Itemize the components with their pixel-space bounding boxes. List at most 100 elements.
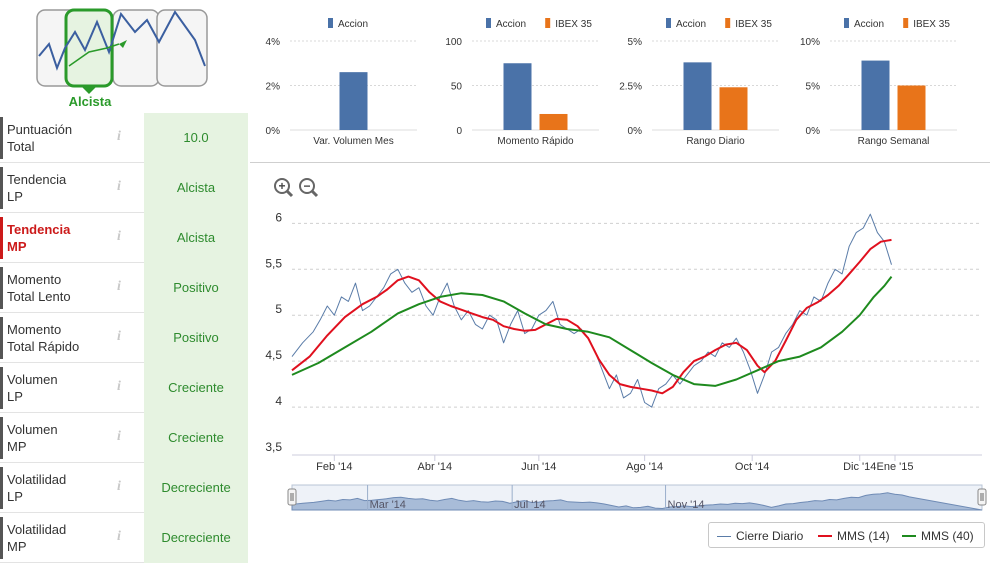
- mini-chart: Accion IBEX 35 5% 2.5% 0% Rango Diario: [619, 18, 779, 147]
- x-tick-label: Feb '14: [316, 461, 352, 473]
- mini-chart: Accion IBEX 35 10% 5% 0% Rango Semanal: [800, 18, 957, 147]
- y-tick-label: 100: [445, 37, 462, 48]
- legend-swatch-mms40: [902, 535, 916, 537]
- indicator-label-line2: Total Lento: [7, 289, 71, 304]
- indicator-label-line2: Total Rápido: [7, 339, 80, 354]
- indicator-value: 10.0: [144, 113, 248, 163]
- indicator-label: Tendencia MP: [7, 221, 107, 255]
- info-icon[interactable]: i: [117, 179, 121, 194]
- mini-chart: Accion IBEX 35 100 50 0 Momento Rápido: [445, 18, 599, 147]
- indicator-row[interactable]: Momento Total Lento i Positivo: [0, 263, 248, 313]
- y-tick-label: 5%: [806, 82, 821, 93]
- navigator-label: Nov '14: [668, 499, 705, 511]
- row-marker: [0, 517, 3, 559]
- legend-swatch: [486, 18, 491, 28]
- indicator-row[interactable]: Puntuación Total i 10.0: [0, 113, 248, 163]
- y-tick-label: 4: [275, 394, 282, 408]
- y-tick-label: 6: [275, 210, 282, 224]
- legend-item-cierre[interactable]: Cierre Diario: [717, 529, 803, 543]
- x-category-label: Rango Semanal: [858, 136, 930, 147]
- info-icon[interactable]: i: [117, 429, 121, 444]
- x-category-label: Rango Diario: [686, 136, 745, 147]
- legend-label: Accion: [496, 19, 526, 30]
- row-marker: [0, 417, 3, 459]
- navigator-handle-left[interactable]: [287, 488, 297, 506]
- indicator-value: Alcista: [144, 213, 248, 263]
- legend-item-mms40[interactable]: MMS (40): [902, 529, 974, 543]
- svg-text:−: −: [303, 179, 310, 193]
- y-tick-label: 4%: [266, 37, 281, 48]
- legend-label: Cierre Diario: [736, 529, 804, 543]
- indicator-label-line2: LP: [7, 489, 23, 504]
- indicator-value: Decreciente: [144, 463, 248, 513]
- y-tick-label: 0%: [628, 126, 643, 137]
- zoom-out-icon[interactable]: −: [299, 178, 319, 198]
- row-marker: [0, 117, 3, 159]
- y-tick-label: 10%: [800, 37, 820, 48]
- x-tick-label: Dic '14: [843, 461, 876, 473]
- mini-chart: Accion 4% 2% 0% Var. Volumen Mes: [266, 18, 417, 147]
- indicator-label: Volatilidad MP: [7, 521, 107, 555]
- y-tick-label: 5: [275, 302, 282, 316]
- info-icon[interactable]: i: [117, 329, 121, 344]
- indicator-row[interactable]: Momento Total Rápido i Positivo: [0, 313, 248, 363]
- y-tick-label: 0: [456, 126, 462, 137]
- bar: [683, 62, 712, 130]
- indicator-row[interactable]: Volatilidad MP i Decreciente: [0, 513, 248, 563]
- zoom-in-icon[interactable]: +: [274, 178, 294, 198]
- indicator-label-line2: MP: [7, 439, 27, 454]
- y-tick-label: 3,5: [265, 440, 282, 454]
- indicator-value: Creciente: [144, 413, 248, 463]
- x-tick-label: Ago '14: [626, 461, 663, 473]
- navigator[interactable]: Mar '14 Jul '14 Nov '14: [287, 484, 987, 511]
- legend-swatch-cierre: [717, 535, 731, 537]
- indicator-row[interactable]: Tendencia LP i Alcista: [0, 163, 248, 213]
- legend-label: IBEX 35: [913, 19, 950, 30]
- info-icon[interactable]: i: [117, 129, 121, 144]
- indicator-label-line1: Puntuación: [7, 122, 73, 137]
- indicator-label-line2: LP: [7, 189, 23, 204]
- indicator-label-line2: Total: [7, 139, 35, 154]
- info-icon[interactable]: i: [117, 379, 121, 394]
- info-icon[interactable]: i: [117, 529, 121, 544]
- indicator-value: Decreciente: [144, 513, 248, 563]
- mini-bar-charts: Accion 4% 2% 0% Var. Volumen Mes Accion IBEX 3…: [266, 18, 957, 147]
- legend-label: IBEX 35: [735, 19, 772, 30]
- info-icon[interactable]: i: [117, 479, 121, 494]
- indicator-row[interactable]: Volumen LP i Creciente: [0, 363, 248, 413]
- x-category-label: Var. Volumen Mes: [313, 136, 393, 147]
- bar: [503, 63, 532, 130]
- indicator-label: Volatilidad LP: [7, 471, 107, 505]
- indicator-label-line2: MP: [7, 239, 27, 254]
- legend-item-mms14[interactable]: MMS (14): [818, 529, 890, 543]
- bar: [897, 85, 926, 130]
- trend-chart-icon: [36, 8, 208, 94]
- indicator-label-line1: Volatilidad: [7, 522, 67, 537]
- indicator-value: Creciente: [144, 363, 248, 413]
- x-tick-label: Abr '14: [418, 461, 453, 473]
- indicator-label-line1: Volumen: [7, 372, 58, 387]
- y-tick-label: 4,5: [265, 348, 282, 362]
- bar: [861, 60, 890, 130]
- indicator-value: Positivo: [144, 313, 248, 363]
- info-icon[interactable]: i: [117, 229, 121, 244]
- indicator-row[interactable]: Volatilidad LP i Decreciente: [0, 463, 248, 513]
- legend-label: MMS (40): [921, 529, 974, 543]
- divider: [250, 162, 990, 163]
- y-tick-label: 5,5: [265, 256, 282, 270]
- navigator-handle-right[interactable]: [977, 488, 987, 506]
- indicator-label: Momento Total Rápido: [7, 321, 107, 355]
- indicator-row[interactable]: Tendencia MP i Alcista: [0, 213, 248, 263]
- indicator-label: Puntuación Total: [7, 121, 107, 155]
- bar: [339, 72, 368, 130]
- indicator-label: Tendencia LP: [7, 171, 107, 205]
- info-icon[interactable]: i: [117, 279, 121, 294]
- indicator-label-line1: Momento: [7, 322, 62, 337]
- legend-label: Accion: [854, 19, 884, 30]
- legend-swatch: [903, 18, 909, 28]
- indicator-label: Momento Total Lento: [7, 271, 107, 305]
- y-tick-label: 2%: [266, 82, 281, 93]
- y-tick-label: 5%: [628, 37, 643, 48]
- indicator-row[interactable]: Volumen MP i Creciente: [0, 413, 248, 463]
- indicator-label-line2: MP: [7, 539, 27, 554]
